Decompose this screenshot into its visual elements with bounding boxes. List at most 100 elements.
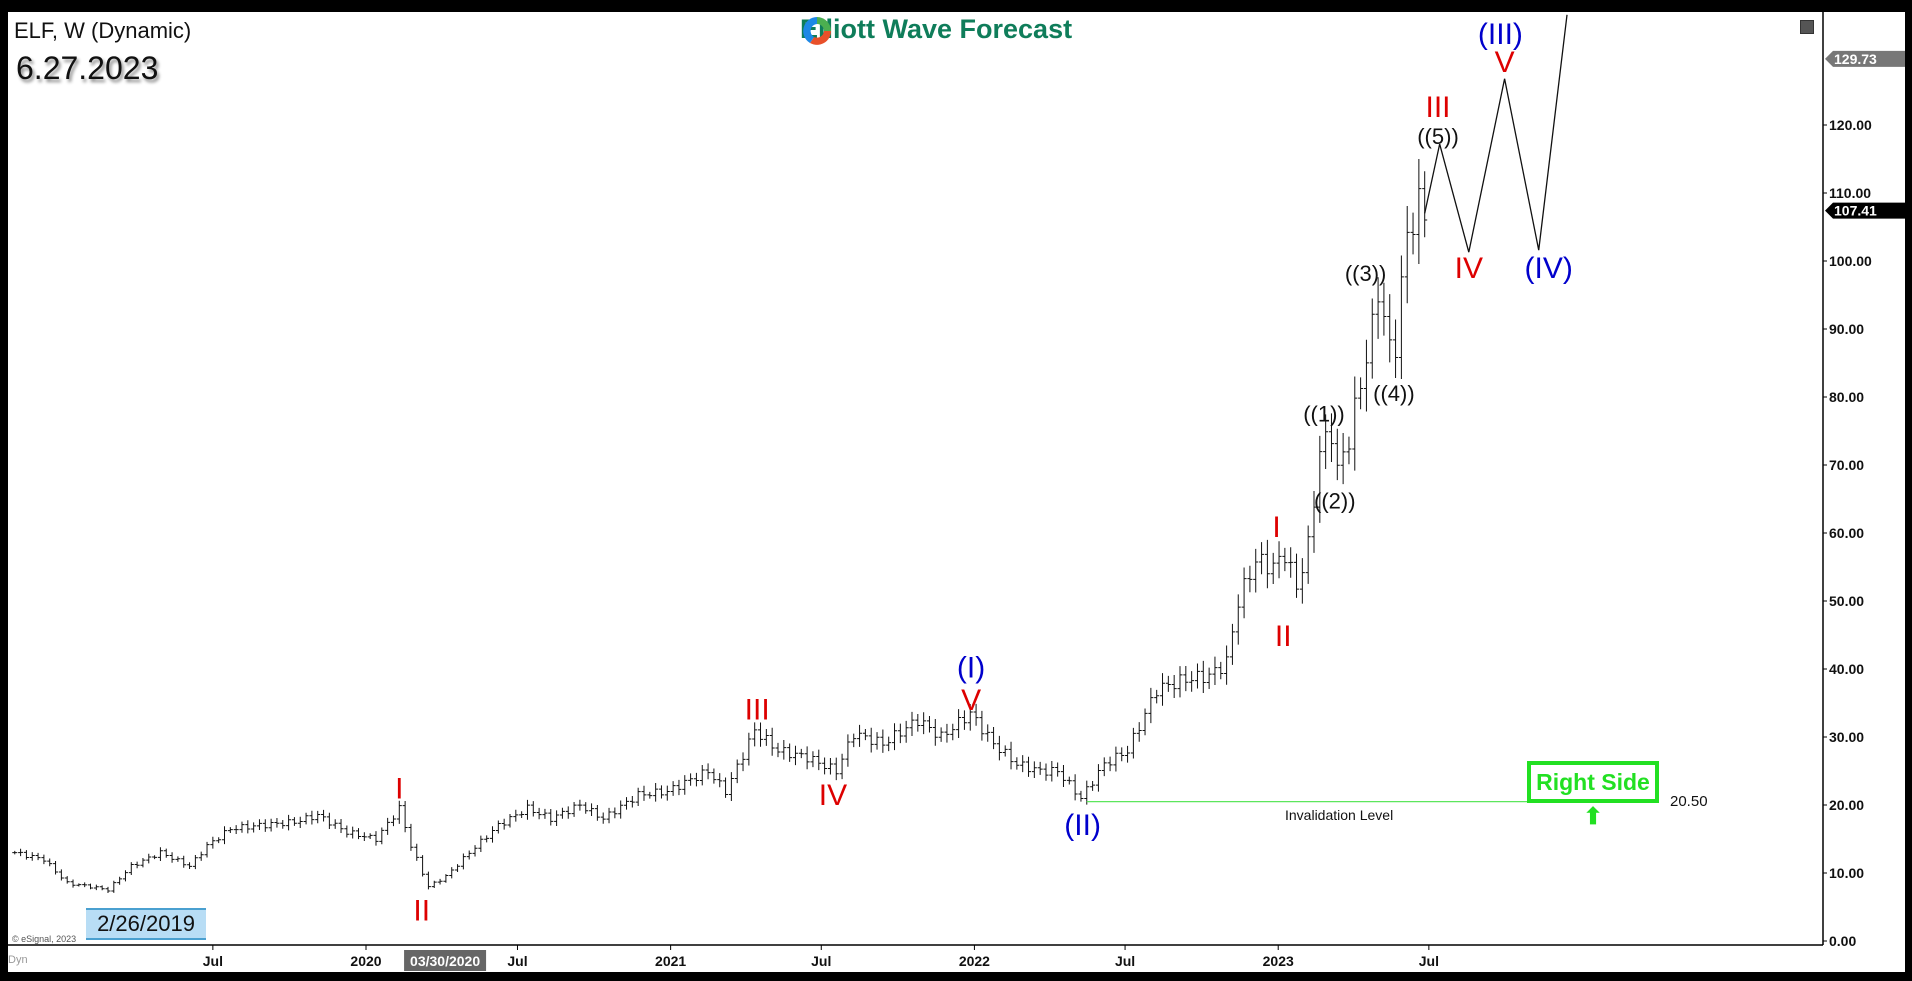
- price-bar: [105, 886, 111, 893]
- y-tick-label: 20.00: [1829, 797, 1864, 813]
- price-bar: [356, 828, 362, 840]
- price-bar: [926, 715, 932, 733]
- price-bar: [286, 814, 292, 831]
- price-bar: [1334, 428, 1340, 481]
- chart-date: 6.27.2023: [16, 50, 159, 86]
- price-bar: [181, 855, 187, 868]
- right-side-text: Right Side: [1536, 769, 1650, 795]
- price-bar: [787, 743, 793, 762]
- price-bar: [1095, 764, 1101, 792]
- price-bar: [1410, 212, 1416, 255]
- price-bar: [874, 732, 880, 750]
- invalidation-label: Invalidation Level: [1285, 807, 1393, 823]
- price-bar: [804, 746, 810, 770]
- price-bar: [513, 809, 519, 822]
- price-bar: [1206, 667, 1212, 690]
- price-bar: [950, 723, 956, 741]
- price-bar: [198, 851, 204, 861]
- x-tick-label: 2021: [655, 953, 686, 969]
- price-bar: [169, 852, 175, 863]
- wave-label: V: [961, 684, 981, 717]
- price-bar: [909, 711, 915, 736]
- price-bar: [571, 801, 577, 817]
- price-bar: [1328, 413, 1334, 462]
- price-bar: [239, 821, 245, 833]
- x-tick-label: Jul: [1115, 953, 1135, 969]
- price-bar: [594, 805, 600, 821]
- price-bar: [1381, 282, 1387, 336]
- price-bar: [1358, 377, 1364, 410]
- price-bar: [420, 855, 426, 877]
- price-bar: [507, 814, 513, 828]
- price-bar: [274, 817, 280, 828]
- dyn-label[interactable]: Dyn: [8, 954, 28, 966]
- wave-label: (III): [1478, 18, 1523, 51]
- price-bar: [227, 827, 233, 834]
- price-bar: [1090, 780, 1096, 791]
- price-bar: [1002, 745, 1008, 757]
- wave-label: I: [1272, 511, 1280, 544]
- price-bar: [1241, 567, 1247, 619]
- price-bar: [1060, 765, 1066, 788]
- price-bar: [1043, 763, 1049, 781]
- wave-label: ((4)): [1373, 381, 1415, 406]
- price-bar: [612, 807, 618, 819]
- price-bar: [1177, 666, 1183, 698]
- price-bar: [845, 734, 851, 767]
- price-bar: [344, 825, 350, 838]
- time-axis[interactable]: [8, 945, 1905, 972]
- price-bar: [204, 841, 210, 858]
- price-bar: [321, 809, 327, 822]
- price-bar: [752, 722, 758, 747]
- price-bar: [251, 822, 257, 833]
- price-bar: [635, 787, 641, 807]
- price-bar: [1363, 339, 1369, 412]
- price-bar: [1189, 671, 1195, 692]
- price-bar: [938, 727, 944, 742]
- price-bar: [798, 748, 804, 759]
- logo-text: Elliott Wave Forecast: [800, 14, 1073, 44]
- price-bar: [1276, 541, 1282, 579]
- price-bar: [816, 749, 822, 771]
- price-bar: [484, 835, 490, 843]
- price-bar: [1183, 666, 1189, 692]
- price-bar: [466, 850, 472, 860]
- price-bar: [827, 757, 833, 775]
- price-bar: [717, 773, 723, 788]
- price-bar: [1218, 661, 1224, 680]
- price-bar: [1130, 727, 1136, 759]
- price-bar: [478, 835, 484, 852]
- price-bar: [688, 773, 694, 786]
- price-bar: [664, 785, 670, 801]
- wave-label: V: [1495, 46, 1515, 79]
- price-bar: [956, 709, 962, 738]
- wave-label: I: [395, 772, 403, 805]
- price-bar: [746, 732, 752, 766]
- price-axis[interactable]: [1823, 12, 1905, 945]
- price-bar: [303, 812, 309, 825]
- restore-window-icon[interactable]: [1800, 20, 1814, 34]
- price-bar: [460, 853, 466, 870]
- price-bar: [29, 852, 35, 861]
- price-bar: [1369, 298, 1375, 379]
- price-bar: [425, 871, 431, 890]
- wave-label: (IV): [1525, 252, 1573, 285]
- symbol-title: ELF, W (Dynamic): [14, 18, 192, 43]
- price-bar: [216, 837, 222, 844]
- price-bar: [1352, 376, 1358, 471]
- price-bar: [991, 727, 997, 750]
- price-bar: [1125, 745, 1131, 763]
- projection-path: [1424, 14, 1568, 253]
- plot-area: [8, 12, 1823, 945]
- price-bar: [740, 752, 746, 772]
- invalidation-value: 20.50: [1670, 793, 1708, 810]
- price-bar: [1253, 548, 1259, 593]
- price-bar: [1398, 255, 1404, 380]
- price-bar: [117, 876, 123, 885]
- price-bar: [187, 862, 193, 869]
- price-bar: [536, 807, 542, 820]
- price-bar: [1270, 552, 1276, 584]
- price-bar: [82, 882, 88, 888]
- price-bar: [490, 826, 496, 843]
